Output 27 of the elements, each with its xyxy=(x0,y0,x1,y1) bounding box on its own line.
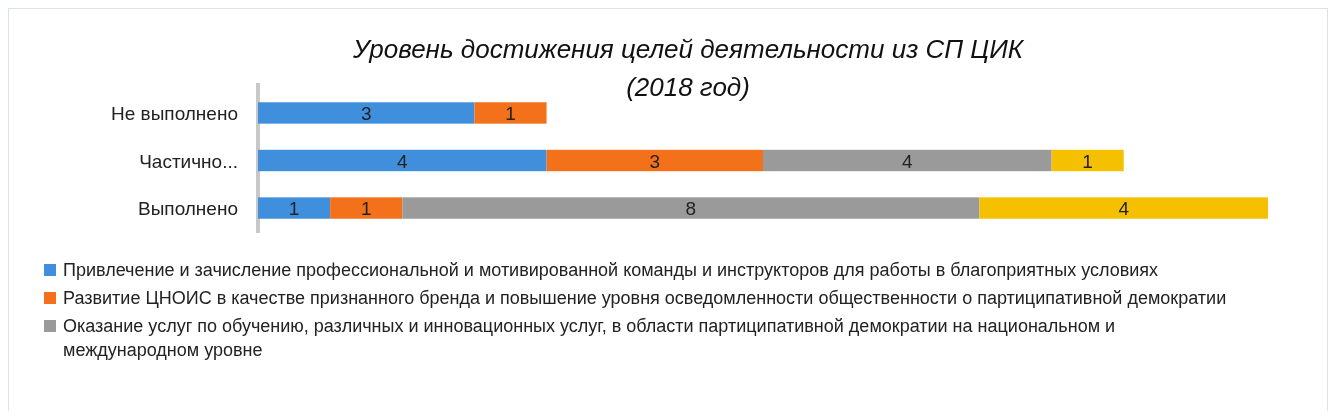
bar xyxy=(474,102,547,124)
data-label: 4 xyxy=(902,150,913,172)
data-label: 4 xyxy=(397,150,408,172)
bar xyxy=(258,197,331,219)
legend-label: Привлечение и зачисление профессиональной и мотивированной команды и инструкторов для работы в благоприятных условиях xyxy=(63,260,1159,280)
bar xyxy=(258,149,547,172)
bar xyxy=(258,102,475,124)
data-label: 1 xyxy=(360,198,372,220)
data-label: 1 xyxy=(288,198,300,220)
chart-title: Уровень достижения целей деятельности из СП ЦИК (2018 год) xyxy=(351,34,1025,102)
bar xyxy=(1051,149,1124,172)
bar xyxy=(546,149,763,172)
bar xyxy=(763,149,1052,172)
data-label: 8 xyxy=(685,198,697,220)
y-tick-label: Выполнено xyxy=(138,198,238,220)
data-label: 3 xyxy=(649,150,661,172)
legend-label: Оказание услуг по обучению, различных и инновационных услуг, в области партиципативной демократии на национальном и международном уровне xyxy=(63,316,1116,360)
data-label: 3 xyxy=(360,102,372,124)
data-label: 1 xyxy=(1082,150,1093,172)
data-label: 1 xyxy=(505,102,516,124)
bar xyxy=(402,197,980,219)
data-label: 4 xyxy=(1118,198,1130,220)
bar xyxy=(330,197,403,219)
legend-label: Развитие ЦНОИС в качестве признанного бренда и повышение уровня осведомленности общественности о партиципативной демократии xyxy=(63,288,1227,308)
bar xyxy=(979,197,1268,219)
y-tick-label: Частично... xyxy=(139,150,238,172)
y-tick-label: Не выполнено xyxy=(111,102,238,124)
